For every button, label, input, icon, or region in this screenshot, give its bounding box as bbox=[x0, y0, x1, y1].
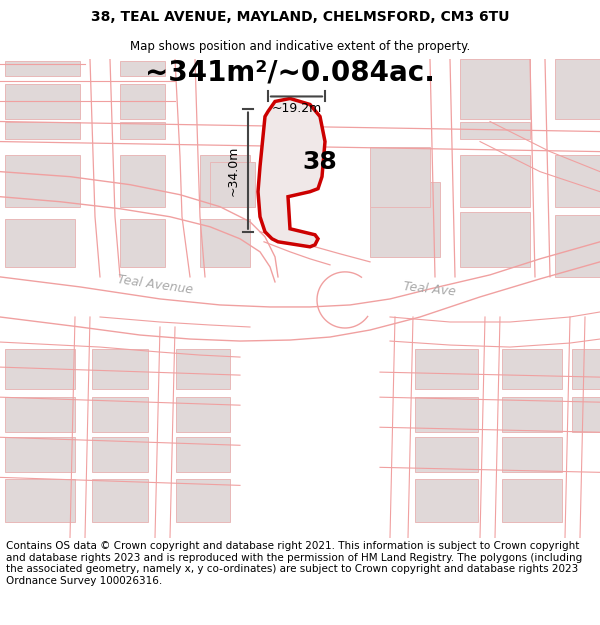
Text: Teal Avenue: Teal Avenue bbox=[116, 273, 194, 297]
Polygon shape bbox=[572, 349, 600, 389]
Text: 38: 38 bbox=[302, 149, 337, 174]
Polygon shape bbox=[120, 154, 165, 207]
Polygon shape bbox=[176, 479, 230, 522]
Polygon shape bbox=[555, 215, 600, 277]
Polygon shape bbox=[176, 349, 230, 389]
Polygon shape bbox=[572, 397, 600, 432]
Polygon shape bbox=[502, 397, 562, 432]
Polygon shape bbox=[370, 182, 440, 257]
Text: Contains OS data © Crown copyright and database right 2021. This information is : Contains OS data © Crown copyright and d… bbox=[6, 541, 582, 586]
Polygon shape bbox=[415, 479, 478, 522]
Polygon shape bbox=[370, 147, 430, 207]
Polygon shape bbox=[460, 212, 530, 267]
Polygon shape bbox=[176, 397, 230, 432]
Polygon shape bbox=[5, 219, 75, 267]
Polygon shape bbox=[5, 154, 80, 207]
Polygon shape bbox=[92, 349, 148, 389]
Polygon shape bbox=[5, 438, 75, 472]
Polygon shape bbox=[502, 479, 562, 522]
Polygon shape bbox=[210, 162, 255, 207]
Polygon shape bbox=[5, 121, 80, 139]
Text: ~19.2m: ~19.2m bbox=[271, 102, 322, 115]
Text: 38, TEAL AVENUE, MAYLAND, CHELMSFORD, CM3 6TU: 38, TEAL AVENUE, MAYLAND, CHELMSFORD, CM… bbox=[91, 9, 509, 24]
Polygon shape bbox=[176, 438, 230, 472]
Polygon shape bbox=[460, 154, 530, 207]
Polygon shape bbox=[120, 84, 165, 119]
Text: ~341m²/~0.084ac.: ~341m²/~0.084ac. bbox=[145, 59, 435, 86]
Polygon shape bbox=[502, 438, 562, 472]
Polygon shape bbox=[460, 121, 530, 139]
Polygon shape bbox=[120, 61, 165, 76]
Polygon shape bbox=[92, 438, 148, 472]
Polygon shape bbox=[5, 479, 75, 522]
Polygon shape bbox=[92, 479, 148, 522]
Polygon shape bbox=[120, 219, 165, 267]
Polygon shape bbox=[258, 99, 325, 247]
Polygon shape bbox=[200, 219, 250, 267]
Polygon shape bbox=[92, 397, 148, 432]
Text: Teal Ave: Teal Ave bbox=[403, 280, 457, 298]
Polygon shape bbox=[415, 397, 478, 432]
Polygon shape bbox=[120, 121, 165, 139]
Polygon shape bbox=[5, 397, 75, 432]
Polygon shape bbox=[5, 84, 80, 119]
Polygon shape bbox=[555, 59, 600, 119]
Polygon shape bbox=[415, 438, 478, 472]
Polygon shape bbox=[415, 349, 478, 389]
Polygon shape bbox=[200, 154, 250, 207]
Polygon shape bbox=[5, 61, 80, 76]
Polygon shape bbox=[555, 154, 600, 207]
Text: Map shows position and indicative extent of the property.: Map shows position and indicative extent… bbox=[130, 40, 470, 52]
Text: ~34.0m: ~34.0m bbox=[227, 146, 240, 196]
Polygon shape bbox=[502, 349, 562, 389]
Polygon shape bbox=[5, 349, 75, 389]
Polygon shape bbox=[460, 59, 530, 119]
